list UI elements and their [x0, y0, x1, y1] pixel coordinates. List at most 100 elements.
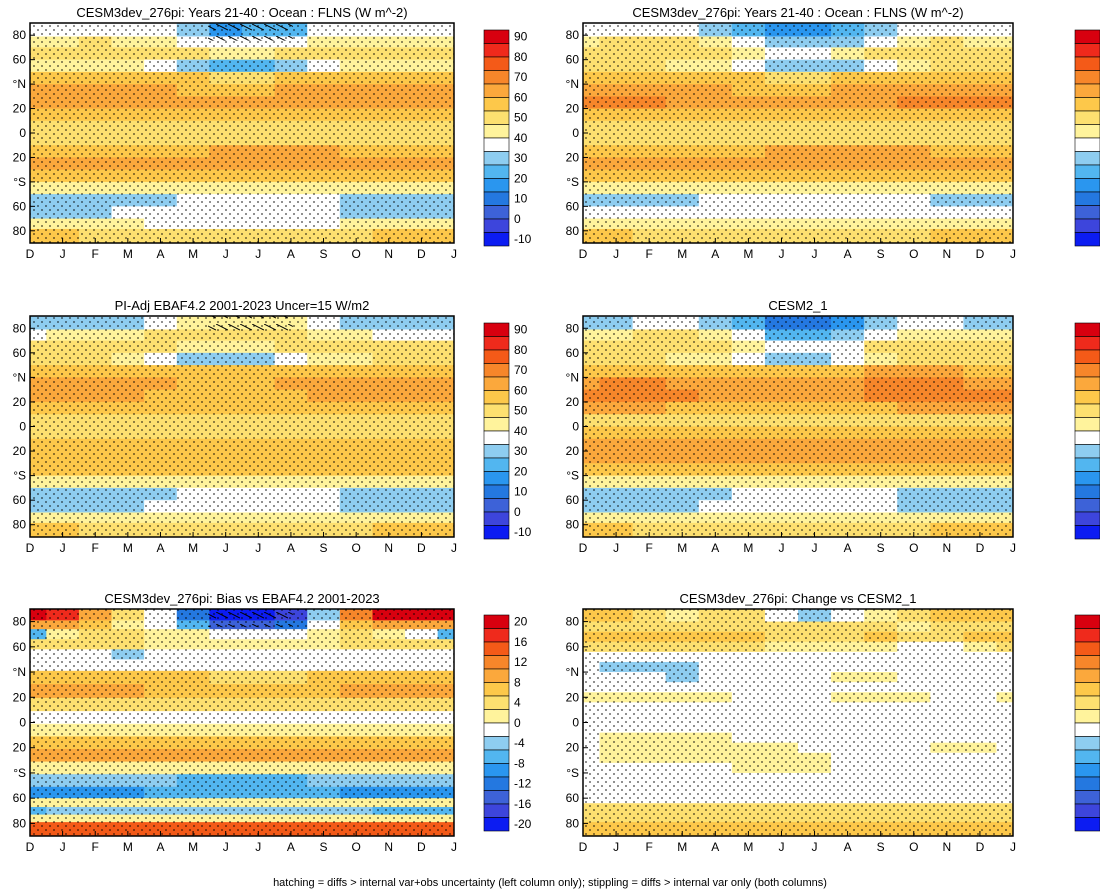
- colorbar-label: 50: [514, 111, 528, 125]
- x-tick-label: J: [778, 541, 784, 555]
- x-tick-label: N: [943, 541, 952, 555]
- colorbar-label: 4: [514, 696, 521, 710]
- colorbar-label: 40: [514, 424, 528, 438]
- colorbar-swatch: [483, 191, 510, 206]
- colorbar-swatch: [483, 498, 510, 513]
- colorbar-swatch: [483, 390, 510, 405]
- y-tick-label: 80: [13, 321, 27, 335]
- colorbar-swatch: [1074, 70, 1100, 85]
- x-tick-label: D: [579, 840, 588, 854]
- colorbar-swatch: [483, 457, 510, 472]
- colorbar-swatch: [1074, 776, 1100, 791]
- colorbar-label: 70: [514, 70, 528, 84]
- x-tick-label: J: [613, 247, 619, 261]
- y-tick-label: 20: [566, 741, 580, 755]
- y-tick-label: °N: [566, 77, 579, 91]
- x-tick-label: N: [384, 840, 393, 854]
- x-tick-label: N: [384, 541, 393, 555]
- colorbar-label: 60: [514, 383, 528, 397]
- y-tick-label: °N: [13, 370, 26, 384]
- colorbar-swatch: [483, 817, 510, 832]
- x-tick-label: J: [255, 840, 261, 854]
- panel-title: CESM3dev_276pi: Years 21-40 : Ocean : FL…: [76, 5, 407, 20]
- x-tick-label: M: [123, 840, 133, 854]
- colorbar-swatch: [483, 205, 510, 220]
- colorbar-swatch: [483, 178, 510, 193]
- colorbar-swatch: [483, 430, 510, 445]
- x-tick-label: J: [223, 840, 229, 854]
- y-tick-label: 60: [566, 346, 580, 360]
- y-tick-label: 20: [13, 150, 27, 164]
- colorbar-swatch: [1074, 614, 1100, 629]
- x-tick-label: A: [711, 541, 719, 555]
- colorbar-label: -4: [514, 736, 525, 750]
- colorbar-swatch: [483, 124, 510, 139]
- colorbar-swatch: [1074, 376, 1100, 391]
- x-tick-label: S: [320, 541, 328, 555]
- colorbar-swatch: [483, 232, 510, 247]
- x-tick-label: D: [26, 840, 35, 854]
- x-tick-label: M: [123, 247, 133, 261]
- y-tick-label: 80: [566, 224, 580, 238]
- colorbar-swatch: [483, 722, 510, 737]
- colorbar-swatch: [483, 471, 510, 486]
- colorbar-label: 10: [514, 192, 528, 206]
- x-tick-label: D: [579, 247, 588, 261]
- x-tick-label: A: [156, 541, 164, 555]
- colorbar-swatch: [1074, 444, 1100, 459]
- colorbar-swatch: [1074, 322, 1100, 337]
- hatching: [208, 23, 293, 41]
- y-tick-label: 0: [19, 420, 26, 434]
- colorbar-label: 90: [514, 323, 528, 337]
- x-tick-label: M: [677, 840, 687, 854]
- y-tick-label: 60: [566, 640, 580, 654]
- stippling: [30, 316, 454, 537]
- colorbar-swatch: [483, 218, 510, 233]
- x-tick-label: A: [287, 247, 295, 261]
- panel-title: CESM3dev_276pi: Change vs CESM2_1: [679, 591, 916, 606]
- colorbar-label: 40: [514, 131, 528, 145]
- colorbar-swatch: [1074, 763, 1100, 778]
- colorbar-swatch: [483, 641, 510, 656]
- colorbar-label: 20: [514, 464, 528, 478]
- x-tick-label: J: [60, 541, 66, 555]
- colorbar-swatch: [1074, 471, 1100, 486]
- x-tick-label: J: [255, 541, 261, 555]
- x-tick-label: D: [417, 541, 426, 555]
- y-tick-label: 20: [566, 444, 580, 458]
- x-tick-label: A: [844, 247, 852, 261]
- colorbar-label: 0: [514, 716, 521, 730]
- colorbar-label: 8: [514, 675, 521, 689]
- field: [583, 316, 1013, 537]
- colorbar-swatch: [483, 70, 510, 85]
- colorbar-swatch: [483, 336, 510, 351]
- colorbar-swatch: [483, 511, 510, 526]
- colorbar-label: -8: [514, 756, 525, 770]
- y-tick-label: 20: [13, 690, 27, 704]
- colorbar-swatch: [483, 137, 510, 152]
- colorbar-label: 16: [514, 635, 528, 649]
- colorbar-swatch: [483, 56, 510, 71]
- y-tick-label: 80: [566, 28, 580, 42]
- x-tick-label: J: [778, 840, 784, 854]
- x-tick-label: A: [844, 840, 852, 854]
- x-tick-label: D: [26, 541, 35, 555]
- colorbar-label: 30: [514, 151, 528, 165]
- y-tick-label: 0: [572, 716, 579, 730]
- colorbar: 90 80 70 60 50 40 30 20 10 0 -10: [483, 322, 532, 540]
- panel-title: CESM3dev_276pi: Bias vs EBAF4.2 2001-202…: [104, 591, 379, 606]
- x-tick-label: D: [579, 541, 588, 555]
- y-tick-label: 20: [13, 444, 27, 458]
- panel-title: CESM3dev_276pi: Years 21-40 : Ocean : FL…: [632, 5, 963, 20]
- stippling: [30, 23, 454, 243]
- colorbar-swatch: [1074, 668, 1100, 683]
- colorbar-swatch: [1074, 110, 1100, 125]
- y-tick-label: 0: [572, 126, 579, 140]
- x-tick-label: J: [812, 840, 818, 854]
- colorbar-swatch: [1074, 178, 1100, 193]
- x-tick-label: M: [123, 541, 133, 555]
- panel-4: CESM2_1 D J F M A M J J A S O N D J 80 60 °N 20 0 20 °S 60 80: [566, 298, 1016, 555]
- y-tick-label: 20: [13, 395, 27, 409]
- colorbar-swatch: [1074, 83, 1100, 98]
